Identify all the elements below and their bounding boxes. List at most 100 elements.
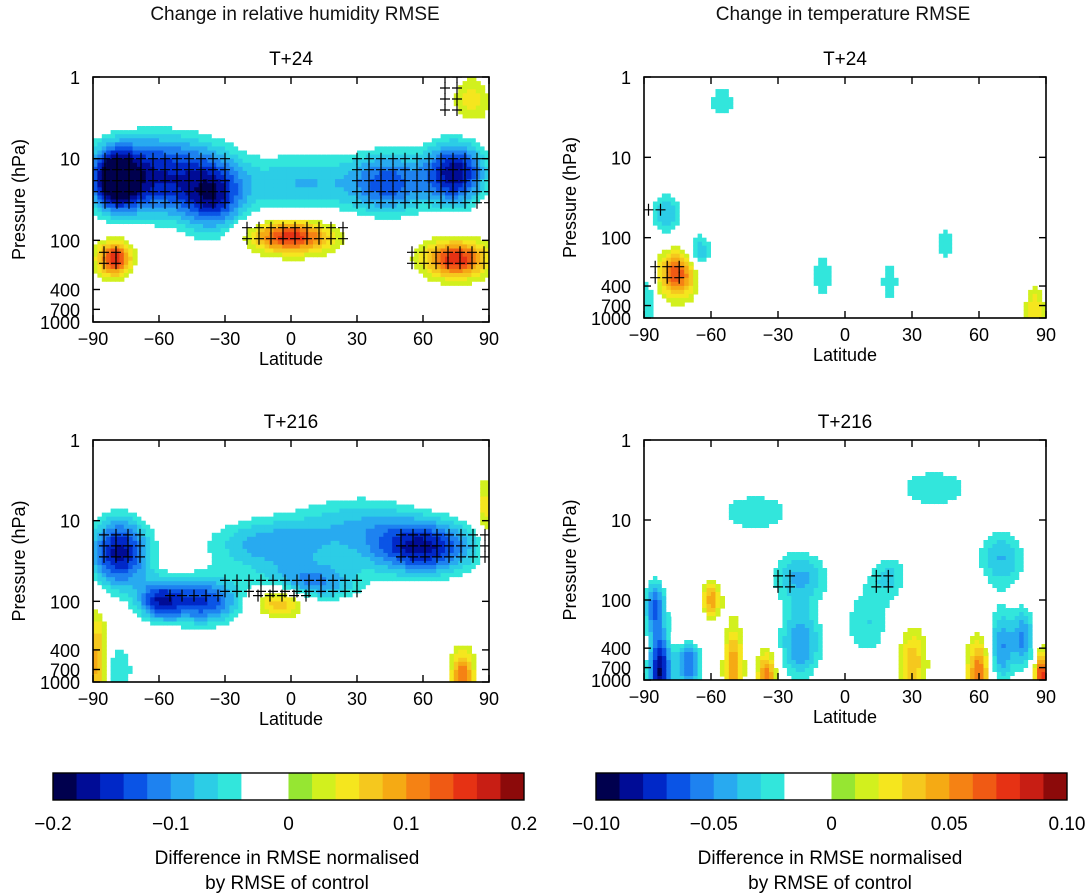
contour-cell (216, 520, 222, 526)
contour-cell (154, 581, 160, 586)
contour-cell (141, 520, 147, 526)
contour-cell (458, 187, 464, 192)
contour-cell (159, 601, 164, 606)
contour-cell (141, 577, 147, 582)
contour-cell (189, 585, 195, 590)
contour-cell (106, 138, 112, 143)
contour-cell (189, 146, 195, 152)
contour-cell (431, 166, 437, 172)
contour-cell (383, 150, 389, 156)
contour-cell (308, 252, 314, 258)
x-tick-label: 30 (902, 325, 922, 345)
contour-cell (813, 265, 819, 271)
contour-cell (128, 504, 134, 510)
contour-cell (339, 195, 345, 201)
contour-cell (715, 117, 721, 122)
contour-cell (216, 621, 222, 627)
contour-cell (137, 158, 142, 164)
contour-cell (137, 195, 142, 201)
contour-cell (693, 285, 699, 291)
contour-cell (216, 544, 222, 550)
x-tick-label: −90 (629, 325, 660, 345)
contour-cell (295, 183, 301, 188)
contour-cell (203, 524, 208, 530)
contour-cell (238, 191, 244, 197)
x-tick-label: 0 (840, 325, 850, 345)
contour-cell (106, 224, 112, 229)
contour-cell (93, 573, 98, 578)
contour-cell (101, 593, 107, 598)
contour-cell (176, 146, 182, 152)
contour-cell (211, 256, 217, 262)
contour-cell (401, 175, 406, 180)
contour-cell (167, 617, 173, 623)
contour-cell (440, 158, 446, 164)
contour-cell (207, 191, 213, 197)
contour-cell (141, 232, 147, 237)
contour-cell (233, 581, 239, 586)
significance-cross (407, 246, 417, 259)
contour-cell (260, 601, 266, 606)
contour-cell (467, 109, 472, 115)
contour-cell (220, 187, 226, 192)
contour-cell (203, 224, 208, 229)
contour-cell (110, 508, 116, 514)
contour-cell (189, 179, 195, 184)
contour-cell (711, 249, 717, 255)
contour-cell (115, 512, 120, 518)
contour-cell (458, 264, 464, 270)
contour-cell (163, 203, 169, 209)
contour-cell (475, 207, 481, 213)
contour-cell (123, 548, 129, 554)
contour-cell (352, 146, 358, 152)
contour-cell (675, 193, 681, 199)
contour-cell (185, 613, 191, 619)
contour-cell (339, 154, 345, 160)
contour-cell (809, 269, 815, 275)
contour-cell (185, 540, 191, 546)
contour-cell (361, 154, 367, 160)
contour-cell (264, 605, 270, 610)
contour-cell (247, 552, 252, 558)
contour-cell (706, 97, 712, 102)
contour-cell (374, 142, 380, 148)
contour-cell (299, 146, 305, 152)
contour-cell (706, 93, 712, 98)
contour-cell (220, 175, 226, 180)
contour-cell (211, 273, 217, 278)
contour-cell (176, 252, 182, 258)
contour-cell (123, 605, 129, 610)
contour-cell (119, 516, 125, 522)
contour-cell (475, 248, 481, 254)
contour-cell (330, 199, 336, 205)
contour-cell (427, 273, 433, 278)
contour-cell (291, 520, 296, 526)
contour-cell (453, 215, 459, 221)
contour-cell (119, 508, 125, 514)
contour-cell (141, 613, 147, 619)
contour-cell (436, 142, 442, 148)
contour-cell (484, 252, 489, 258)
contour-cell (203, 150, 208, 156)
contour-cell (150, 134, 156, 139)
contour-cell (154, 593, 160, 598)
contour-cell (273, 540, 279, 546)
contour-cell (163, 609, 169, 615)
contour-cell (458, 138, 464, 143)
contour-cell (154, 520, 160, 526)
contour-cell (189, 207, 195, 213)
contour-cell (471, 162, 477, 168)
contour-cell (427, 183, 433, 188)
contour-cell (189, 281, 195, 286)
contour-cell (453, 207, 459, 213)
contour-cell (123, 613, 129, 619)
contour-cell (123, 593, 129, 598)
contour-cell (480, 150, 486, 156)
contour-cell (167, 240, 173, 246)
contour-cell (480, 252, 486, 258)
contour-cell (115, 121, 120, 127)
contour-cell (409, 162, 415, 168)
contour-cell (101, 669, 107, 675)
contour-cell (194, 203, 200, 209)
contour-cell (167, 561, 173, 566)
